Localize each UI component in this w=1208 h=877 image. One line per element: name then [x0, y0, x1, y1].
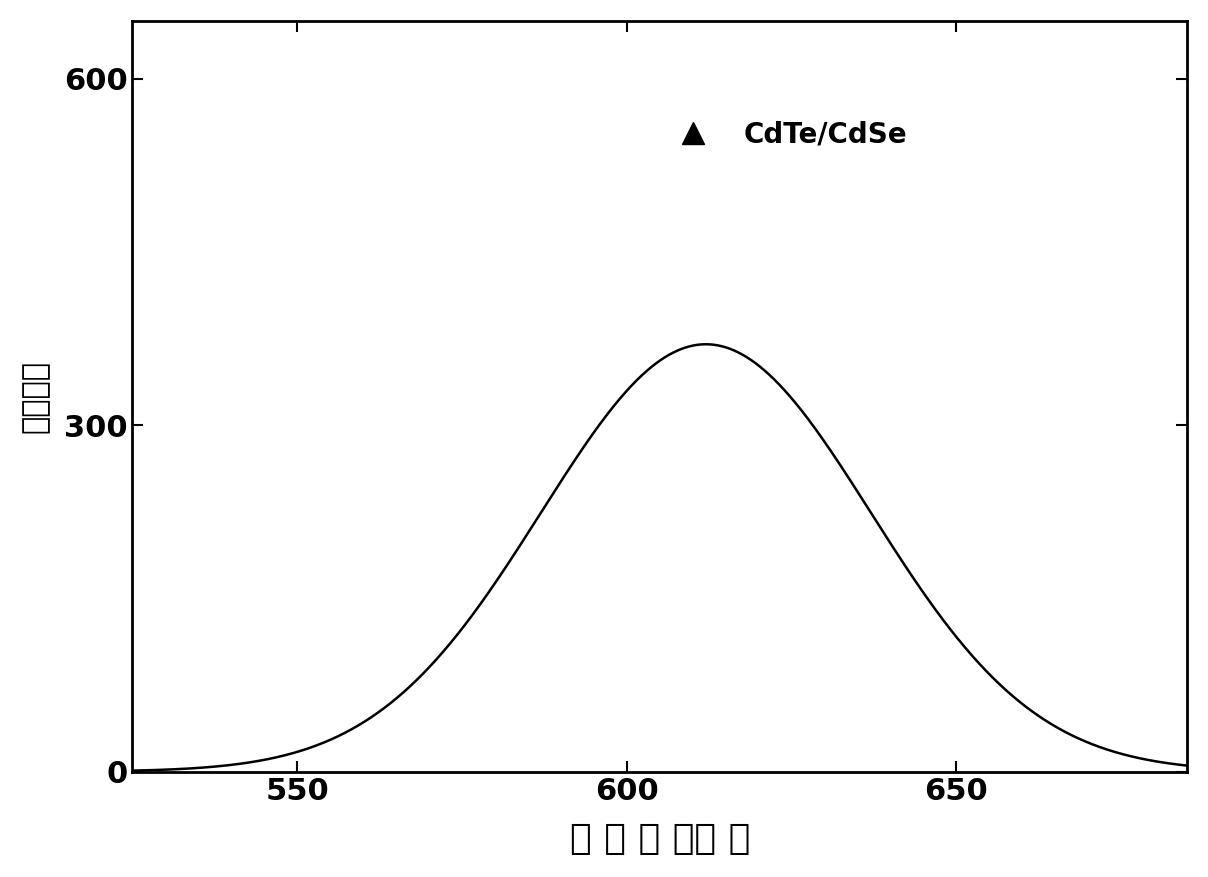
Y-axis label: 荧光强度: 荧光强度 [21, 360, 50, 432]
X-axis label: 波 长 （ 纳米 ）: 波 长 （ 纳米 ） [570, 822, 750, 856]
Legend: CdTe/CdSe: CdTe/CdSe [655, 110, 918, 160]
